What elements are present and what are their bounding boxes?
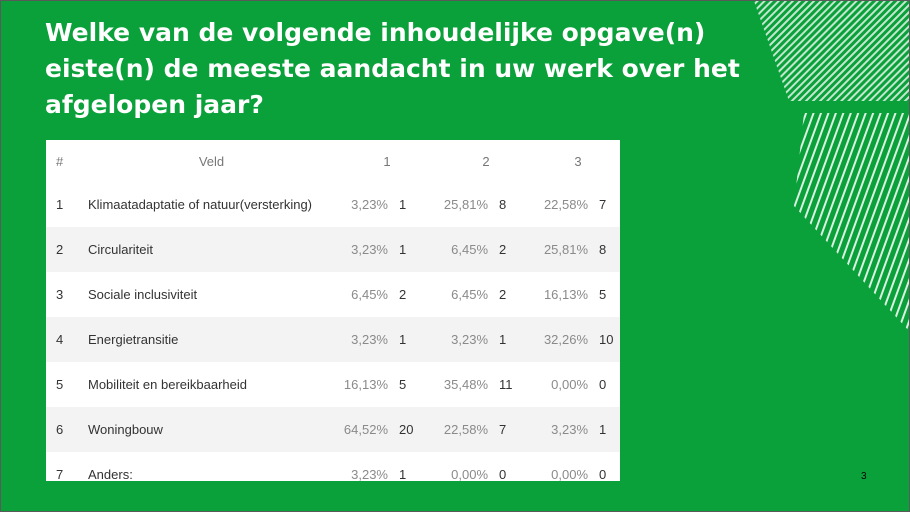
rank-3-percent: 22,58%: [543, 197, 589, 212]
rank-2-count: 7: [498, 407, 537, 452]
rank-2-percent: 25,81%: [443, 197, 489, 212]
rank-2-percent: 35,48%: [443, 377, 489, 392]
rank-1-count: 1: [399, 467, 407, 482]
rank-2-percent: 6,45%: [436, 227, 499, 272]
row-index: 4: [46, 317, 86, 362]
table-row: 5 Mobiliteit en bereikbaarheid 16,13% 5 35,4…: [46, 362, 620, 407]
rank-2-count: 8: [499, 197, 507, 212]
rank-1-percent: 64,52%: [338, 407, 398, 452]
row-label: Woningbouw: [86, 407, 338, 452]
header-index: #: [56, 153, 64, 169]
rank-3-percent: 3,23%: [536, 407, 599, 452]
rank-2-percent: 6,45%: [451, 287, 489, 302]
row-label: Sociale inclusiviteit: [88, 287, 198, 302]
header-rank-3: 3: [574, 153, 582, 169]
rank-1-count: 2: [399, 287, 407, 302]
rank-1-percent: 3,23%: [351, 467, 388, 482]
row-index: 2: [46, 227, 86, 272]
rank-3-count: 0: [599, 467, 607, 482]
rank-1-percent: 16,13%: [343, 377, 388, 392]
slide-number: 3: [861, 471, 867, 482]
rank-2-count: 2: [498, 227, 537, 272]
rank-2-count: 2: [499, 287, 507, 302]
table-row: 3 Sociale inclusiviteit 6,45% 2 6,45% 2 16,13%…: [46, 272, 620, 317]
row-label: Mobiliteit en bereikbaarheid: [88, 377, 247, 392]
rank-1-count: 1: [398, 227, 437, 272]
rank-2-percent: 3,23%: [436, 317, 499, 362]
rank-3-percent: 16,13%: [543, 287, 589, 302]
rank-2-count: 11: [499, 377, 513, 392]
rank-2-count: 0: [499, 467, 507, 482]
slide-title: Welke van de volgende inhoudelijke opgav…: [45, 18, 740, 119]
rank-1-percent: 6,45%: [351, 287, 388, 302]
rank-1-percent: 3,23%: [338, 227, 398, 272]
rank-3-count: 8: [598, 227, 621, 272]
header-rank-1: 1: [383, 153, 391, 169]
table-header-row: # Veld 1 2 3: [46, 140, 620, 182]
decorative-stripes-graphic: [754, 1, 909, 331]
rank-2-percent: 0,00%: [451, 467, 489, 482]
table-row: 6 Woningbouw 64,52% 20 22,58% 7 3,23% 1: [46, 407, 621, 452]
rank-1-percent: 3,23%: [338, 317, 398, 362]
rank-3-percent: 25,81%: [536, 227, 599, 272]
rank-2-count: 1: [498, 317, 537, 362]
rank-1-count: 1: [398, 317, 437, 362]
rank-3-percent: 0,00%: [551, 467, 589, 482]
rank-2-percent: 22,58%: [436, 407, 499, 452]
row-index: 1: [56, 197, 64, 212]
rank-3-count: 10: [598, 317, 621, 362]
table-row: 1 Klimaatadaptatie of natuur(versterking)…: [46, 182, 620, 227]
table-row: 7 Anders: 3,23% 1 0,00% 0 0,00% 0: [46, 452, 620, 497]
header-field: Veld: [198, 153, 225, 169]
rank-3-percent: 32,26%: [536, 317, 599, 362]
rank-3-count: 1: [598, 407, 621, 452]
results-table: # Veld 1 2 3 1 Klimaatadaptatie of natuur…: [46, 140, 621, 482]
row-index: 7: [56, 467, 64, 482]
row-index: 6: [46, 407, 86, 452]
rank-1-count: 1: [399, 197, 407, 212]
rank-3-count: 5: [599, 287, 607, 302]
rank-3-count: 0: [599, 377, 607, 392]
table-row: 2 Circulariteit 3,23% 1 6,45% 2 25,81% 8: [46, 227, 621, 272]
row-label: Energietransitie: [86, 317, 338, 362]
table-row: 4 Energietransitie 3,23% 1 3,23% 1 32,26% 10: [46, 317, 621, 362]
rank-3-percent: 0,00%: [551, 377, 589, 392]
row-label: Anders:: [88, 467, 133, 482]
row-index: 3: [56, 287, 64, 302]
row-label: Klimaatadaptatie of natuur(versterking): [88, 197, 313, 212]
rank-1-count: 20: [398, 407, 437, 452]
rank-1-count: 5: [399, 377, 407, 392]
rank-1-percent: 3,23%: [351, 197, 388, 212]
row-label: Circulariteit: [86, 227, 338, 272]
header-rank-2: 2: [482, 153, 490, 169]
row-index: 5: [56, 377, 64, 392]
rank-3-count: 7: [599, 197, 607, 212]
